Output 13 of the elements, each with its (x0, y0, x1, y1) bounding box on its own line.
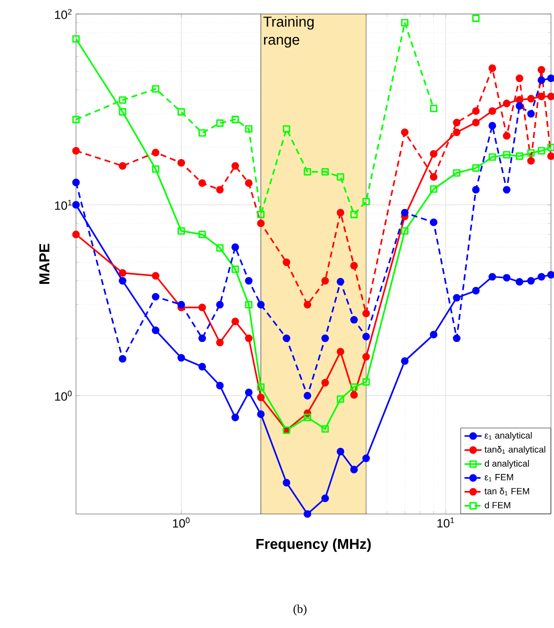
legend-label: d analytical (484, 460, 529, 468)
legend-label: tan δ$_{1}$ FEM (484, 488, 530, 496)
legend-label: d FEM (484, 502, 510, 508)
band-label: Training range (263, 16, 314, 48)
legend-label: tanδ$_{1}$ analytical (484, 446, 546, 454)
text: (b) (294, 604, 306, 616)
y-axis-title: MAPE (39, 244, 50, 284)
legend-label: ε$_{1}$ FEM (484, 474, 514, 482)
legend-label: ε$_{1}$ analytical (484, 432, 532, 440)
y-tick-label: 10$^{0}$ (55, 390, 72, 401)
y-tick-label: 10$^{1}$ (55, 200, 72, 210)
x-axis-title: Frequency (MHz) (256, 538, 371, 552)
y-tick-label: 10$^{2}$ (55, 8, 72, 20)
